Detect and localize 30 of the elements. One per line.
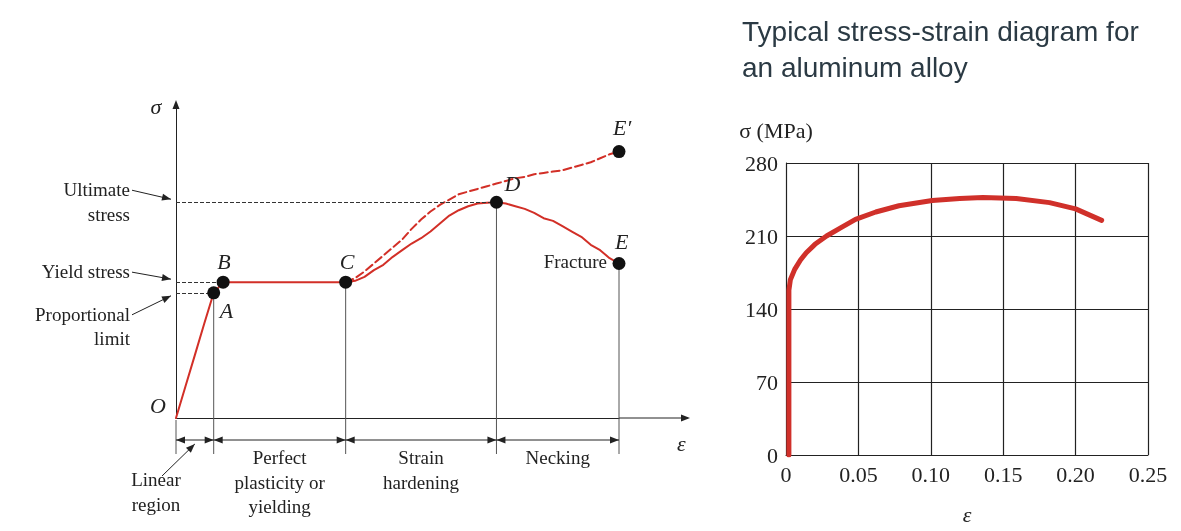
x-axis-title: ε <box>962 501 972 527</box>
annotation: Fracture <box>543 249 607 274</box>
x-tick-label: 0.15 <box>983 461 1023 487</box>
x-axis-title: ε <box>677 430 686 456</box>
y-tick-label: 140 <box>745 296 778 322</box>
annotation: E′ <box>613 113 632 142</box>
ref-line-label: Yield stress <box>41 260 130 285</box>
annotation: E <box>615 227 629 256</box>
y-tick-label: 70 <box>756 369 778 395</box>
text: Necking <box>524 446 591 470</box>
x-tick-label: 0.20 <box>1056 461 1095 487</box>
annotation: C <box>339 248 355 277</box>
annotation: A <box>219 296 234 325</box>
y-axis-title: σ <box>150 93 163 119</box>
y-tick-label: 210 <box>745 223 778 249</box>
annotation: D <box>504 170 521 199</box>
text: Strain hardening <box>382 446 461 495</box>
text: Perfect plasticity or yielding <box>233 446 326 520</box>
text: O <box>150 392 166 420</box>
y-tick-label: 0 <box>767 442 778 468</box>
ref-line-label: Proportional limit <box>34 302 130 352</box>
text: Linear region <box>130 468 182 517</box>
ref-line-label: Ultimate stress <box>62 178 130 227</box>
y-axis-title: σ (MPa) <box>739 117 813 143</box>
chart-title: Typical stress-strain diagram for an aluminum alloy <box>742 15 1147 83</box>
x-tick-label: 0.10 <box>911 461 951 487</box>
x-tick-label: 0.05 <box>839 461 878 487</box>
annotation: B <box>217 248 231 277</box>
y-tick-label: 280 <box>745 150 778 176</box>
x-tick-label: 0.25 <box>1128 461 1168 487</box>
